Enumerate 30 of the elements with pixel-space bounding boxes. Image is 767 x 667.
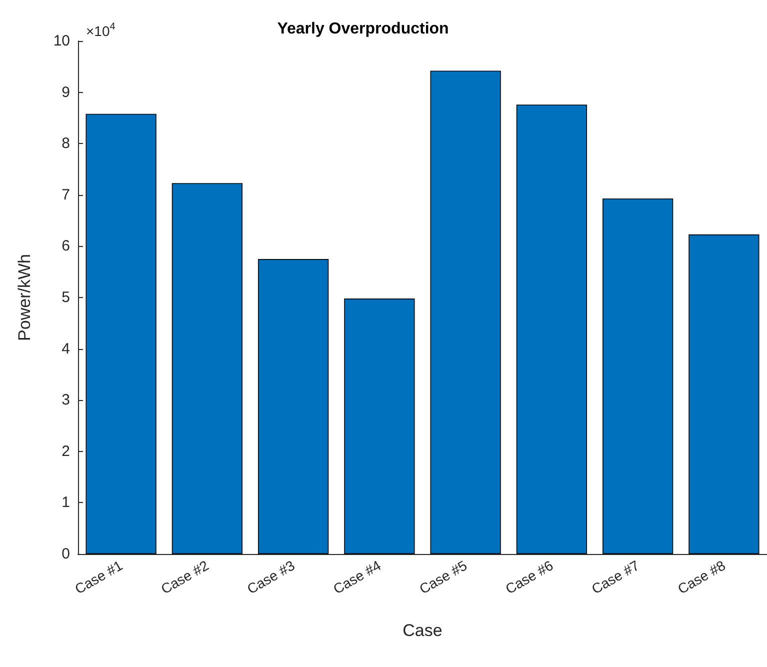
x-tick-label: Case #3 (244, 556, 298, 597)
x-tick-label: Case #7 (588, 556, 642, 597)
y-tick-label: 2 (62, 442, 70, 460)
bar (258, 259, 329, 554)
x-tick-label: Case #4 (330, 556, 384, 597)
bar (86, 114, 156, 554)
y-tick-label: 8 (62, 135, 70, 152)
y-tick-label: 5 (62, 289, 70, 306)
y-tick-label: 4 (62, 340, 70, 358)
bar (688, 234, 760, 554)
x-tick-label: Case #1 (72, 556, 126, 597)
bar (172, 183, 242, 554)
x-tick-label: Case #5 (416, 556, 470, 597)
y-tick-label: 6 (62, 238, 70, 255)
y-tick-label: 7 (62, 186, 70, 204)
x-tick-label: Case #8 (674, 556, 728, 597)
bar (602, 198, 674, 554)
y-tick-label: 0 (62, 546, 70, 562)
bar (344, 298, 415, 554)
bar (430, 70, 501, 554)
x-tick-label: Case #2 (158, 556, 212, 597)
y-tick-label: 10 (53, 32, 70, 50)
bar (516, 104, 587, 554)
x-tick-label: Case #6 (502, 556, 556, 597)
y-tick-label: 9 (62, 84, 70, 101)
x-axis-title: Case (402, 621, 442, 640)
y-tick-label: 1 (62, 494, 70, 512)
chart-title: Yearly Overproduction (277, 20, 449, 38)
y-axis-title: Power/kWh (15, 254, 34, 341)
y-tick-label: 3 (62, 392, 70, 409)
